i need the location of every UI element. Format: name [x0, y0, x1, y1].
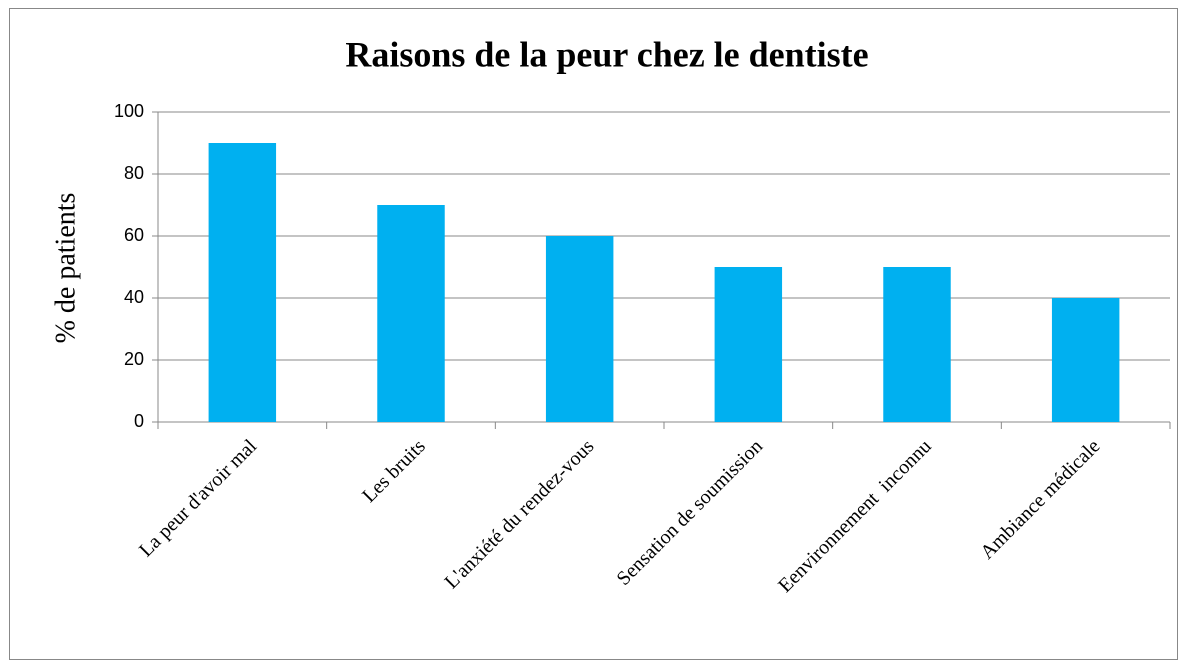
bar: [1051, 298, 1120, 422]
y-tick-label: 100: [114, 101, 144, 121]
y-tick-label: 0: [134, 411, 144, 431]
y-tick-label: 60: [124, 225, 144, 245]
bar: [208, 143, 277, 422]
y-tick-label: 40: [124, 287, 144, 307]
bar: [714, 267, 783, 422]
bar: [377, 205, 445, 422]
y-tick-label: 80: [124, 163, 144, 183]
y-axis-label: % de patients: [50, 193, 81, 344]
chart-title: Raisons de la peur chez le dentiste: [345, 34, 868, 74]
y-tick-label: 20: [124, 349, 144, 369]
bar: [883, 267, 951, 422]
bar: [545, 236, 614, 422]
